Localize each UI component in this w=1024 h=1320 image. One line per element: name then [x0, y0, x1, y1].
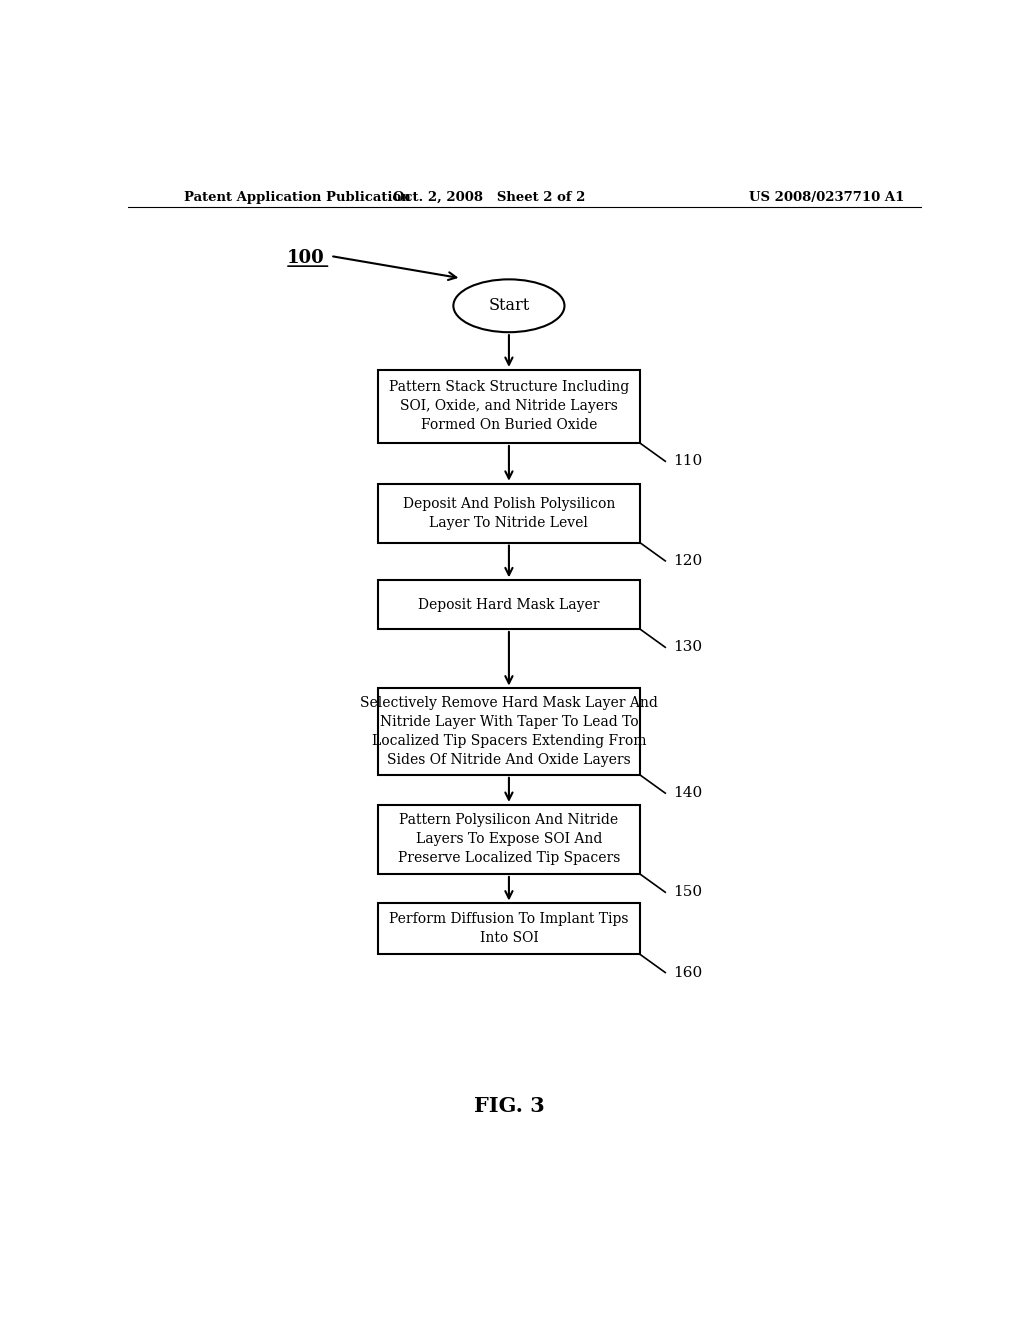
Text: FIG. 3: FIG. 3: [473, 1096, 545, 1115]
Text: US 2008/0237710 A1: US 2008/0237710 A1: [749, 190, 904, 203]
Text: 140: 140: [673, 787, 702, 800]
Text: Start: Start: [488, 297, 529, 314]
FancyBboxPatch shape: [378, 483, 640, 543]
FancyBboxPatch shape: [378, 903, 640, 954]
Text: Patent Application Publication: Patent Application Publication: [183, 190, 411, 203]
FancyBboxPatch shape: [378, 581, 640, 630]
Text: Perform Diffusion To Implant Tips
Into SOI: Perform Diffusion To Implant Tips Into S…: [389, 912, 629, 945]
Text: 130: 130: [673, 640, 702, 655]
Text: Pattern Stack Structure Including
SOI, Oxide, and Nitride Layers
Formed On Burie: Pattern Stack Structure Including SOI, O…: [389, 380, 629, 433]
Text: 120: 120: [673, 554, 702, 568]
Text: Deposit Hard Mask Layer: Deposit Hard Mask Layer: [418, 598, 600, 611]
Text: Deposit And Polish Polysilicon
Layer To Nitride Level: Deposit And Polish Polysilicon Layer To …: [402, 496, 615, 529]
Text: 100: 100: [287, 249, 325, 267]
Text: 160: 160: [673, 965, 702, 979]
FancyBboxPatch shape: [378, 370, 640, 444]
Text: Pattern Polysilicon And Nitride
Layers To Expose SOI And
Preserve Localized Tip : Pattern Polysilicon And Nitride Layers T…: [397, 813, 621, 866]
Text: Oct. 2, 2008   Sheet 2 of 2: Oct. 2, 2008 Sheet 2 of 2: [393, 190, 586, 203]
FancyBboxPatch shape: [378, 805, 640, 874]
Text: Selectively Remove Hard Mask Layer And
Nitride Layer With Taper To Lead To
Local: Selectively Remove Hard Mask Layer And N…: [360, 696, 657, 767]
Text: 110: 110: [673, 454, 702, 469]
FancyBboxPatch shape: [378, 689, 640, 775]
Text: 150: 150: [673, 886, 702, 899]
